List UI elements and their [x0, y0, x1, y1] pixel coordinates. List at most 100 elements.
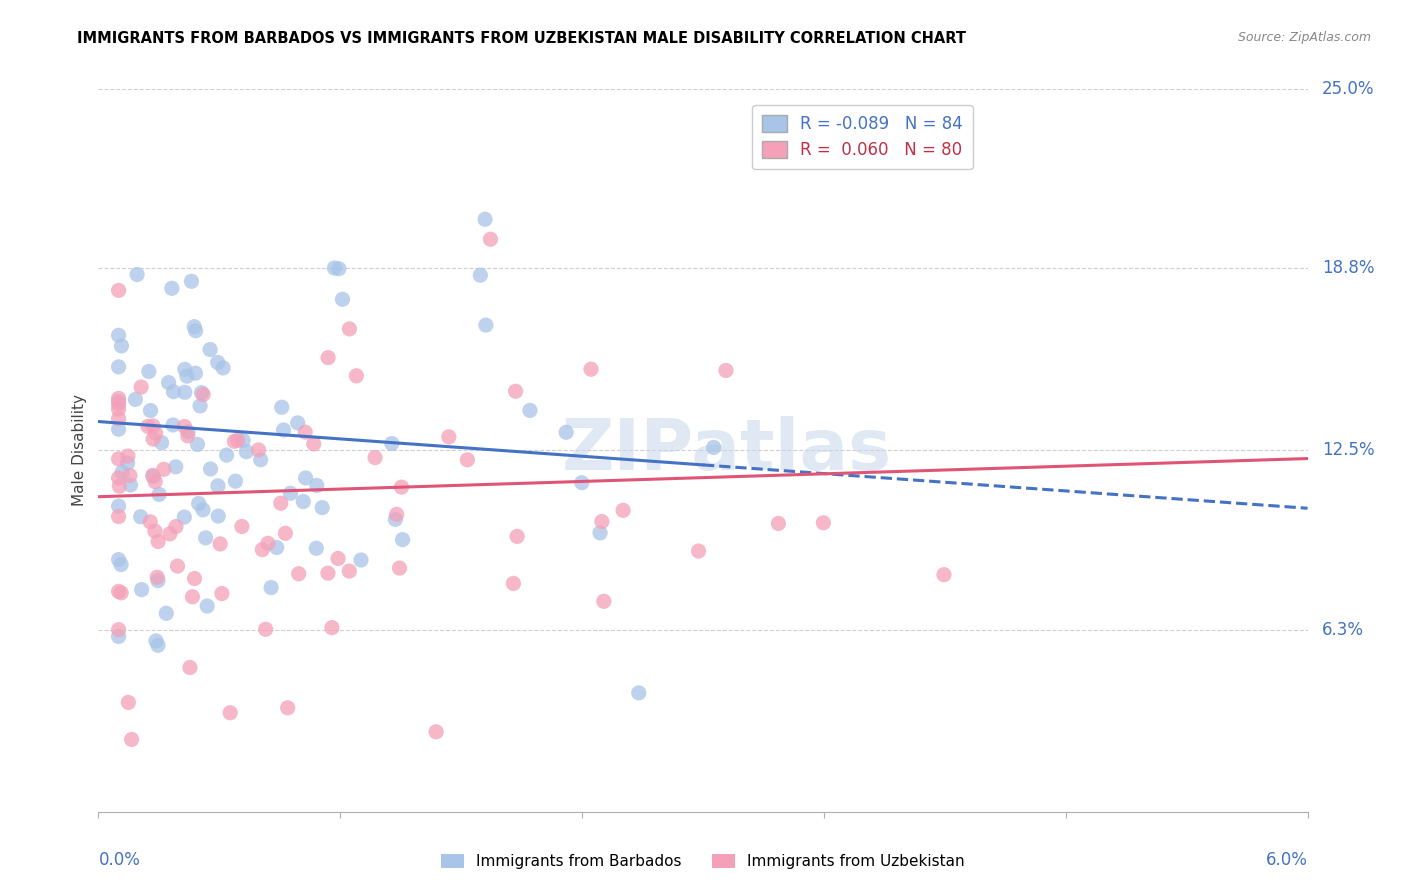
Point — [479, 232, 502, 246]
Point — [160, 281, 183, 295]
Point — [173, 385, 195, 400]
Point — [287, 416, 309, 430]
Point — [589, 525, 612, 540]
Point — [260, 581, 283, 595]
Point — [165, 519, 187, 533]
Text: IMMIGRANTS FROM BARBADOS VS IMMIGRANTS FROM UZBEKISTAN MALE DISABILITY CORRELATI: IMMIGRANTS FROM BARBADOS VS IMMIGRANTS F… — [77, 31, 966, 46]
Point — [364, 450, 387, 465]
Point — [188, 399, 211, 413]
Point — [323, 260, 346, 275]
Point — [714, 363, 737, 377]
Point — [571, 475, 593, 490]
Point — [152, 462, 174, 476]
Point — [145, 633, 167, 648]
Point — [249, 452, 271, 467]
Point — [107, 623, 129, 637]
Point — [107, 402, 129, 417]
Point — [176, 369, 198, 384]
Text: 12.5%: 12.5% — [1322, 442, 1375, 459]
Point — [195, 599, 218, 613]
Point — [211, 586, 233, 600]
Point — [107, 328, 129, 343]
Point — [120, 478, 142, 492]
Point — [231, 519, 253, 533]
Point — [107, 284, 129, 298]
Point — [224, 474, 246, 488]
Point — [107, 397, 129, 411]
Point — [146, 638, 169, 652]
Point — [316, 566, 339, 581]
Point — [932, 567, 955, 582]
Point — [173, 419, 195, 434]
Point — [121, 732, 143, 747]
Point — [247, 442, 270, 457]
Point — [344, 368, 367, 383]
Point — [184, 324, 207, 338]
Point — [813, 516, 835, 530]
Point — [254, 622, 277, 636]
Point — [474, 212, 496, 227]
Point — [232, 434, 254, 448]
Point — [425, 724, 447, 739]
Point — [180, 274, 202, 288]
Text: 18.8%: 18.8% — [1322, 260, 1375, 277]
Point — [332, 293, 354, 307]
Point — [502, 576, 524, 591]
Point — [519, 403, 541, 417]
Point — [107, 552, 129, 566]
Point — [219, 706, 242, 720]
Point — [337, 564, 360, 578]
Point — [768, 516, 790, 531]
Point — [117, 449, 139, 463]
Point — [173, 362, 195, 376]
Point — [146, 570, 169, 584]
Point — [107, 471, 129, 485]
Point — [506, 529, 529, 543]
Point — [186, 437, 208, 451]
Point — [142, 468, 165, 483]
Point — [157, 376, 180, 390]
Point — [190, 385, 212, 400]
Text: 0.0%: 0.0% — [98, 852, 141, 870]
Point — [162, 384, 184, 399]
Point — [270, 496, 292, 510]
Point — [110, 558, 132, 572]
Point — [142, 418, 165, 433]
Point — [339, 322, 361, 336]
Point — [191, 387, 214, 401]
Point — [475, 318, 498, 332]
Point — [184, 366, 207, 380]
Point — [555, 425, 578, 440]
Point — [215, 448, 238, 462]
Point — [107, 451, 129, 466]
Point — [212, 361, 235, 376]
Point — [305, 541, 328, 556]
Point — [198, 343, 221, 357]
Point — [391, 480, 413, 494]
Point — [187, 496, 209, 510]
Point — [381, 436, 404, 450]
Point — [470, 268, 492, 283]
Point — [612, 503, 634, 517]
Point — [165, 459, 187, 474]
Point — [316, 351, 339, 365]
Point — [328, 261, 350, 276]
Point — [252, 542, 274, 557]
Point — [326, 551, 349, 566]
Point — [194, 531, 217, 545]
Legend: Immigrants from Barbados, Immigrants from Uzbekistan: Immigrants from Barbados, Immigrants fro… — [434, 848, 972, 875]
Point — [207, 509, 229, 524]
Point — [107, 584, 129, 599]
Point — [200, 462, 222, 476]
Point — [124, 392, 146, 407]
Point — [277, 700, 299, 714]
Point — [273, 423, 295, 437]
Point — [148, 487, 170, 501]
Point — [235, 444, 257, 458]
Point — [191, 503, 214, 517]
Point — [224, 434, 246, 449]
Point — [142, 432, 165, 446]
Point — [117, 695, 139, 709]
Point — [142, 469, 165, 483]
Point — [183, 319, 205, 334]
